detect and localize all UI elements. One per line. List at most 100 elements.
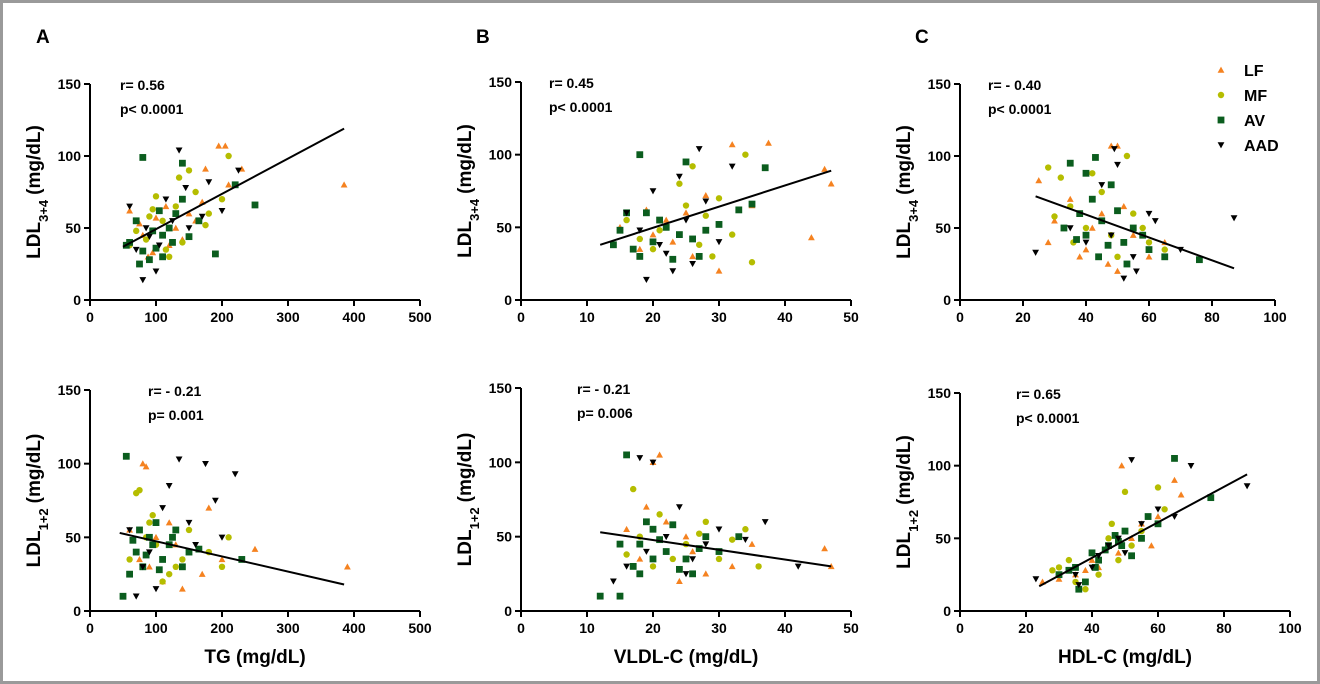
data-point-MF [166, 253, 173, 260]
data-point-AAD [610, 578, 617, 585]
y-tick-label: 50 [496, 529, 512, 545]
y-axis-label-unit: (mg/dL) [455, 124, 476, 194]
x-tick-label: 0 [517, 309, 525, 325]
data-point-MF [162, 246, 170, 253]
y-tick-label: 150 [928, 385, 952, 401]
x-tick-label: 100 [1263, 309, 1287, 325]
data-point-AAD [1114, 161, 1121, 169]
data-point-AV [165, 224, 173, 232]
data-point-MF [742, 526, 749, 533]
data-point-MF [202, 221, 209, 229]
data-point-MF [1098, 188, 1105, 196]
data-point-AAD [662, 533, 670, 541]
stats-annotation: p< 0.0001 [120, 101, 184, 117]
data-point-AAD [146, 549, 153, 556]
data-point-AV [159, 556, 166, 563]
data-point-LF [1154, 513, 1162, 520]
data-point-AV [136, 526, 143, 534]
data-point-MF [1045, 164, 1052, 171]
data-point-AV [185, 233, 193, 241]
data-point-AV [695, 545, 703, 552]
x-tick-label: 30 [711, 309, 727, 325]
data-point-AV [1129, 224, 1137, 232]
data-point-MF [656, 511, 663, 518]
data-point-AAD [643, 548, 650, 555]
data-point-MF [1161, 246, 1168, 253]
y-axis-label-main: LDL [455, 529, 476, 566]
y-axis-label-main: LDL [894, 222, 915, 259]
data-point-AV [146, 256, 153, 264]
data-point-MF [149, 206, 156, 213]
data-point-AAD [728, 163, 736, 170]
data-point-AAD [212, 497, 219, 504]
data-point-AAD [1088, 564, 1096, 571]
data-point-AV [119, 592, 127, 600]
data-point-AAD [1110, 146, 1118, 153]
data-point-LF [1076, 253, 1084, 260]
y-tick-label: 50 [496, 219, 512, 235]
data-point-AV [179, 563, 186, 571]
data-point-AAD [126, 527, 133, 534]
x-tick-label: 100 [1278, 620, 1302, 636]
y-axis-label: LDL1+2 (mg/dL) [24, 434, 51, 568]
scatter-panel-C-bottom: 0 50 100 150 0 20 40 60 80 100 LDL1+2 (mg/dL) HDL-C … [894, 385, 1302, 668]
y-axis-label: LDL1+2 (mg/dL) [894, 435, 921, 569]
data-point-MF [1145, 239, 1153, 246]
y-axis-label: LDL3+4 (mg/dL) [894, 125, 921, 259]
y-axis-label: LDL3+4 (mg/dL) [24, 125, 51, 259]
data-point-AV [152, 244, 160, 252]
data-point-AAD [715, 526, 723, 533]
data-point-AV [251, 201, 259, 209]
data-point-MF [669, 555, 676, 563]
data-point-LF [205, 504, 213, 511]
stats-annotation: r= - 0.21 [148, 383, 202, 399]
y-axis-label-unit: (mg/dL) [24, 434, 45, 504]
x-tick-label: 500 [408, 620, 432, 636]
data-point-AV [695, 253, 703, 260]
scatter-panel-B-bottom: 0 50 100 150 0 10 20 30 40 50 LDL1+2 (mg/dL) VLDL-C … [455, 380, 859, 668]
data-point-LF [1066, 195, 1074, 202]
data-point-AAD [676, 504, 683, 511]
y-tick-label: 150 [58, 382, 82, 398]
data-point-LF [728, 563, 736, 570]
data-point-AV [649, 525, 657, 533]
data-point-MF [146, 519, 153, 526]
y-axis-label-subscript: 1+2 [36, 508, 51, 530]
data-point-LF [1082, 566, 1089, 574]
data-point-AAD [182, 184, 190, 192]
data-point-MF [192, 188, 199, 196]
data-point-LF [136, 556, 143, 563]
data-point-AAD [682, 217, 690, 224]
data-point-AAD [198, 213, 206, 220]
y-tick-label: 0 [504, 292, 512, 308]
data-point-AAD [643, 276, 650, 284]
data-point-AAD [218, 208, 226, 215]
data-point-MF [1065, 556, 1073, 564]
data-point-AV [662, 223, 670, 231]
data-point-MF [142, 236, 150, 243]
data-point-LF [1035, 177, 1043, 184]
data-point-MF [172, 563, 179, 570]
data-point-AV [136, 260, 143, 268]
series-AAD [126, 456, 239, 600]
stats-annotation: r= - 0.21 [577, 381, 631, 397]
y-tick-label: 100 [489, 147, 513, 163]
data-point-AV [643, 518, 650, 526]
x-tick-label: 200 [210, 309, 234, 325]
data-point-LF [1171, 476, 1178, 483]
data-point-AAD [185, 519, 193, 526]
regression-line [600, 531, 832, 568]
legend: LF MF AV AAD [1217, 63, 1279, 155]
data-point-AV [159, 231, 166, 239]
data-point-AV [1196, 256, 1203, 264]
data-point-AV [623, 451, 630, 459]
data-point-AAD [231, 471, 239, 478]
data-point-AV [616, 226, 624, 234]
x-tick-label: 500 [408, 309, 432, 325]
data-point-AAD [218, 534, 226, 541]
data-point-AV [702, 533, 710, 541]
data-point-LF [748, 540, 756, 547]
data-point-MF [742, 151, 749, 158]
data-point-AAD [649, 188, 657, 195]
y-tick-label: 150 [489, 380, 513, 396]
